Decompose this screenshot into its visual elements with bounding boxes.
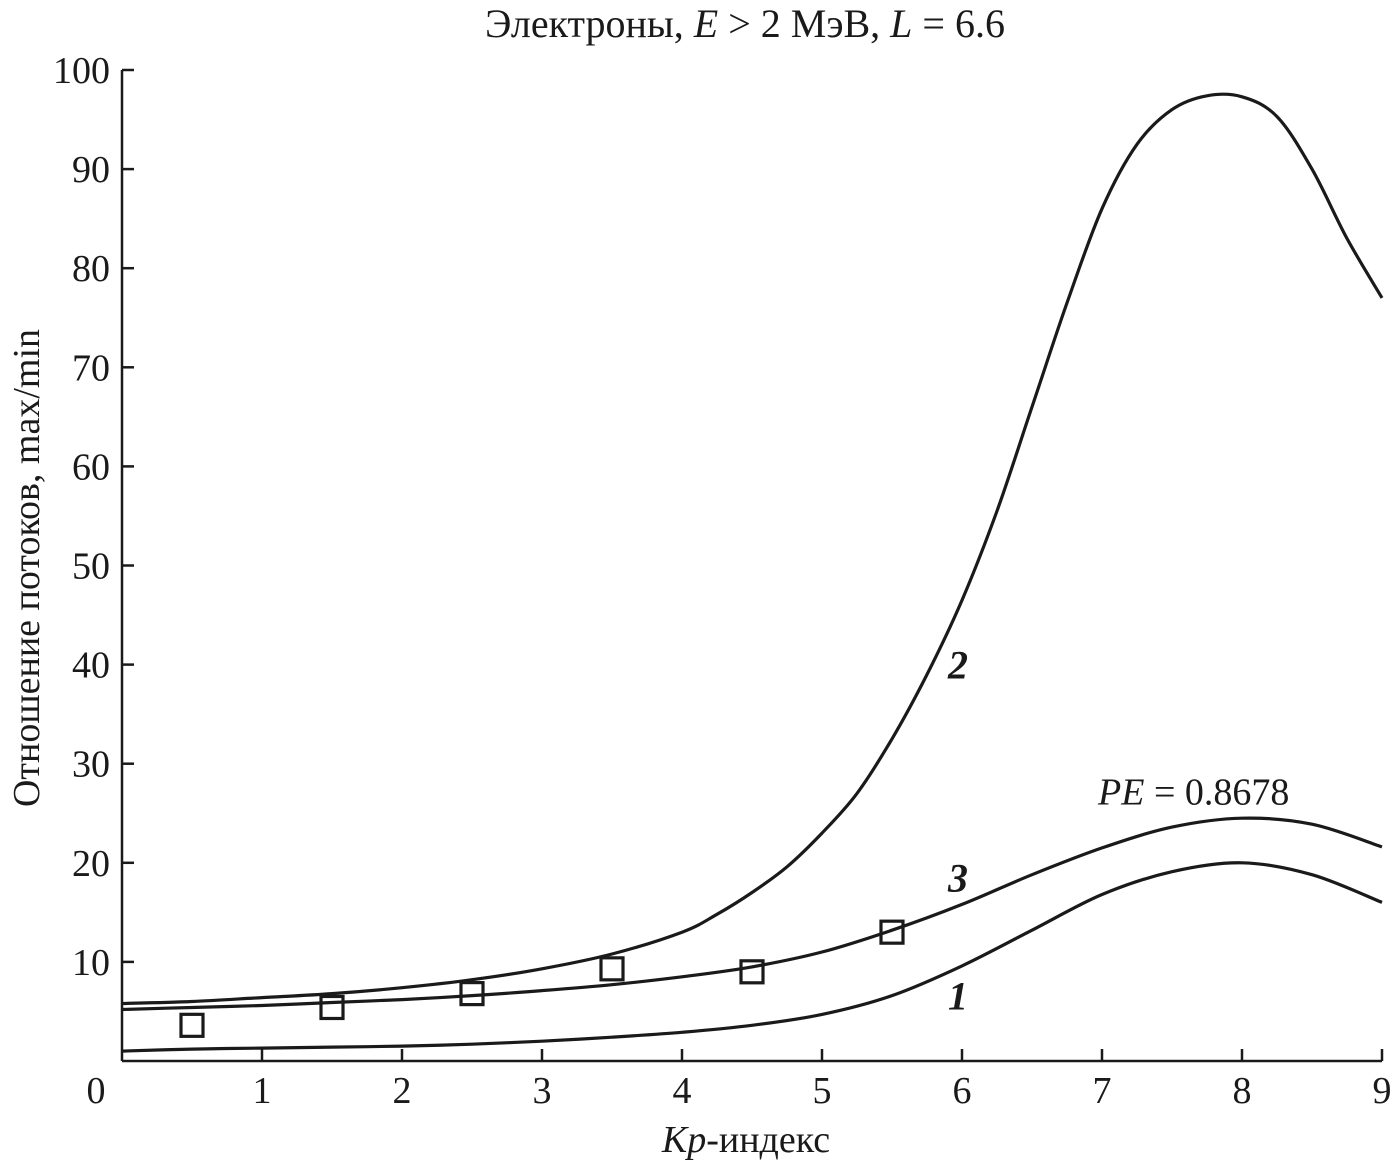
- y-axis-label: Отношение потоков, max/min: [6, 329, 48, 807]
- y-tick-label: 100: [53, 50, 110, 92]
- y-tick-label: 30: [72, 744, 110, 786]
- y-tick-label: 40: [72, 645, 110, 687]
- data-point-square: [879, 919, 905, 945]
- data-point-square: [599, 956, 625, 982]
- y-tick-label: 80: [72, 248, 110, 290]
- curve-3: [121, 816, 1383, 1012]
- y-tick-label: 60: [72, 446, 110, 488]
- x-tick-label: 7: [1093, 1070, 1112, 1112]
- y-tick-label: 70: [72, 347, 110, 389]
- data-point-square: [179, 1012, 205, 1038]
- y-tick-label: 90: [72, 149, 110, 191]
- chart-title: Электроны, E > 2 МэВ, L = 6.6: [485, 1, 1005, 46]
- pe-annotation: PE = 0.8678: [1097, 771, 1289, 813]
- y-ticks: 10 20 30 40 50 60 70 80 90 100: [53, 50, 134, 984]
- curve-label-3: 3: [947, 856, 968, 901]
- x-tick-label: 1: [253, 1070, 272, 1112]
- curve-label-1: 1: [948, 974, 968, 1019]
- x-tick-label: 2: [393, 1070, 412, 1112]
- y-tick-label: 50: [72, 546, 110, 588]
- x-tick-label: 9: [1373, 1070, 1392, 1112]
- y-tick-label: 20: [72, 843, 110, 885]
- curve-label-2: 2: [947, 643, 968, 688]
- x-tick-label: 3: [533, 1070, 552, 1112]
- x-ticks: 0 1 2 3 4 5 6 7 8 9: [87, 1049, 1392, 1112]
- data-point-square: [319, 994, 345, 1021]
- curve-1: [121, 861, 1383, 1053]
- x-tick-label: 4: [673, 1070, 692, 1112]
- y-tick-label: 10: [72, 942, 110, 984]
- data-point-square: [459, 981, 485, 1007]
- series-layer: [121, 92, 1384, 1053]
- x-tick-label: 6: [953, 1070, 972, 1112]
- data-point-square: [739, 959, 765, 985]
- x-axis-label: Kp-индекс: [661, 1119, 830, 1161]
- curve-label-layer: 1 2 3: [947, 643, 968, 1019]
- curve-2: [121, 92, 1384, 1006]
- x-tick-label: 5: [813, 1070, 832, 1112]
- x-tick-label: 8: [1233, 1070, 1252, 1112]
- x-tick-label: 0: [87, 1070, 106, 1112]
- marker-layer: [179, 919, 905, 1038]
